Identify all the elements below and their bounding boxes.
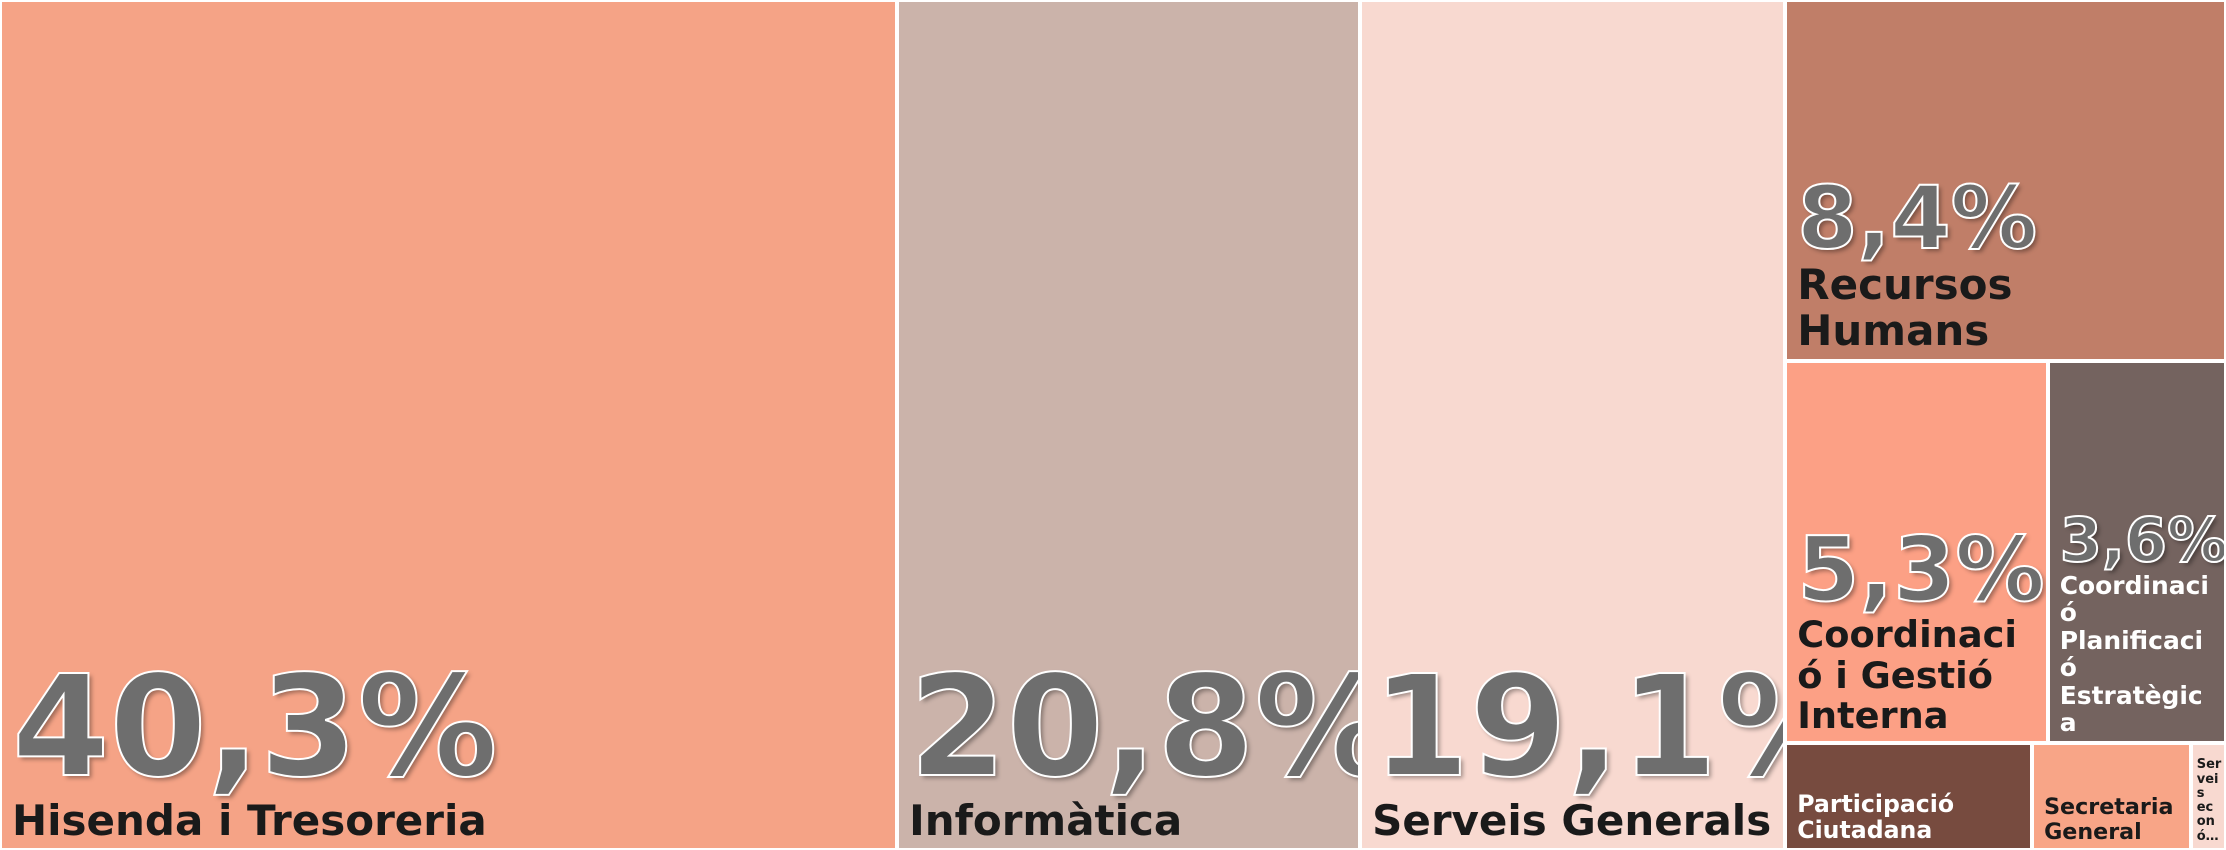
tile-label: Recursos Humans — [1797, 260, 2013, 356]
value-label: 8,4% — [1796, 168, 2038, 269]
value-label: 19,1% — [1371, 645, 1783, 809]
tile-label: Coordinació Planificació Estratègica — [2059, 571, 2209, 738]
tile: 19,1%Serveis Generals — [1360, 0, 1786, 850]
value-label: 5,3% — [1796, 518, 2045, 623]
value-label: 3,6% — [2059, 506, 2226, 577]
tile: Secretaria General — [2032, 742, 2191, 850]
tile-label: Participació Ciutadana — [1797, 790, 1955, 845]
tile: 40,3% Hisenda i Tresoreria — [0, 0, 898, 850]
tile: Participació Ciutadana — [1785, 742, 2033, 850]
tile-label: Hisenda i Tresoreria — [12, 795, 487, 845]
tile-label: Serveis econó… — [2196, 757, 2222, 844]
tile: Serveis econó… — [2190, 742, 2226, 850]
value-label: 20,8% — [908, 645, 1361, 809]
tile: 8,4% Recursos Humans — [1785, 0, 2226, 361]
tile: 3,6% Coordinació Planificació Estratègica — [2047, 360, 2226, 743]
tile-label: Serveis Generals — [1372, 795, 1772, 845]
tile: 20,8% Informàtica — [897, 0, 1361, 850]
value-label: 40,3% — [11, 645, 499, 809]
tile-label: Informàtica — [909, 795, 1183, 845]
tile-label: Coordinació i Gestió Interna — [1797, 613, 2017, 738]
tile: 5,3% Coordinació i Gestió Interna — [1785, 360, 2048, 743]
tile-label: Secretaria General — [2044, 794, 2174, 845]
